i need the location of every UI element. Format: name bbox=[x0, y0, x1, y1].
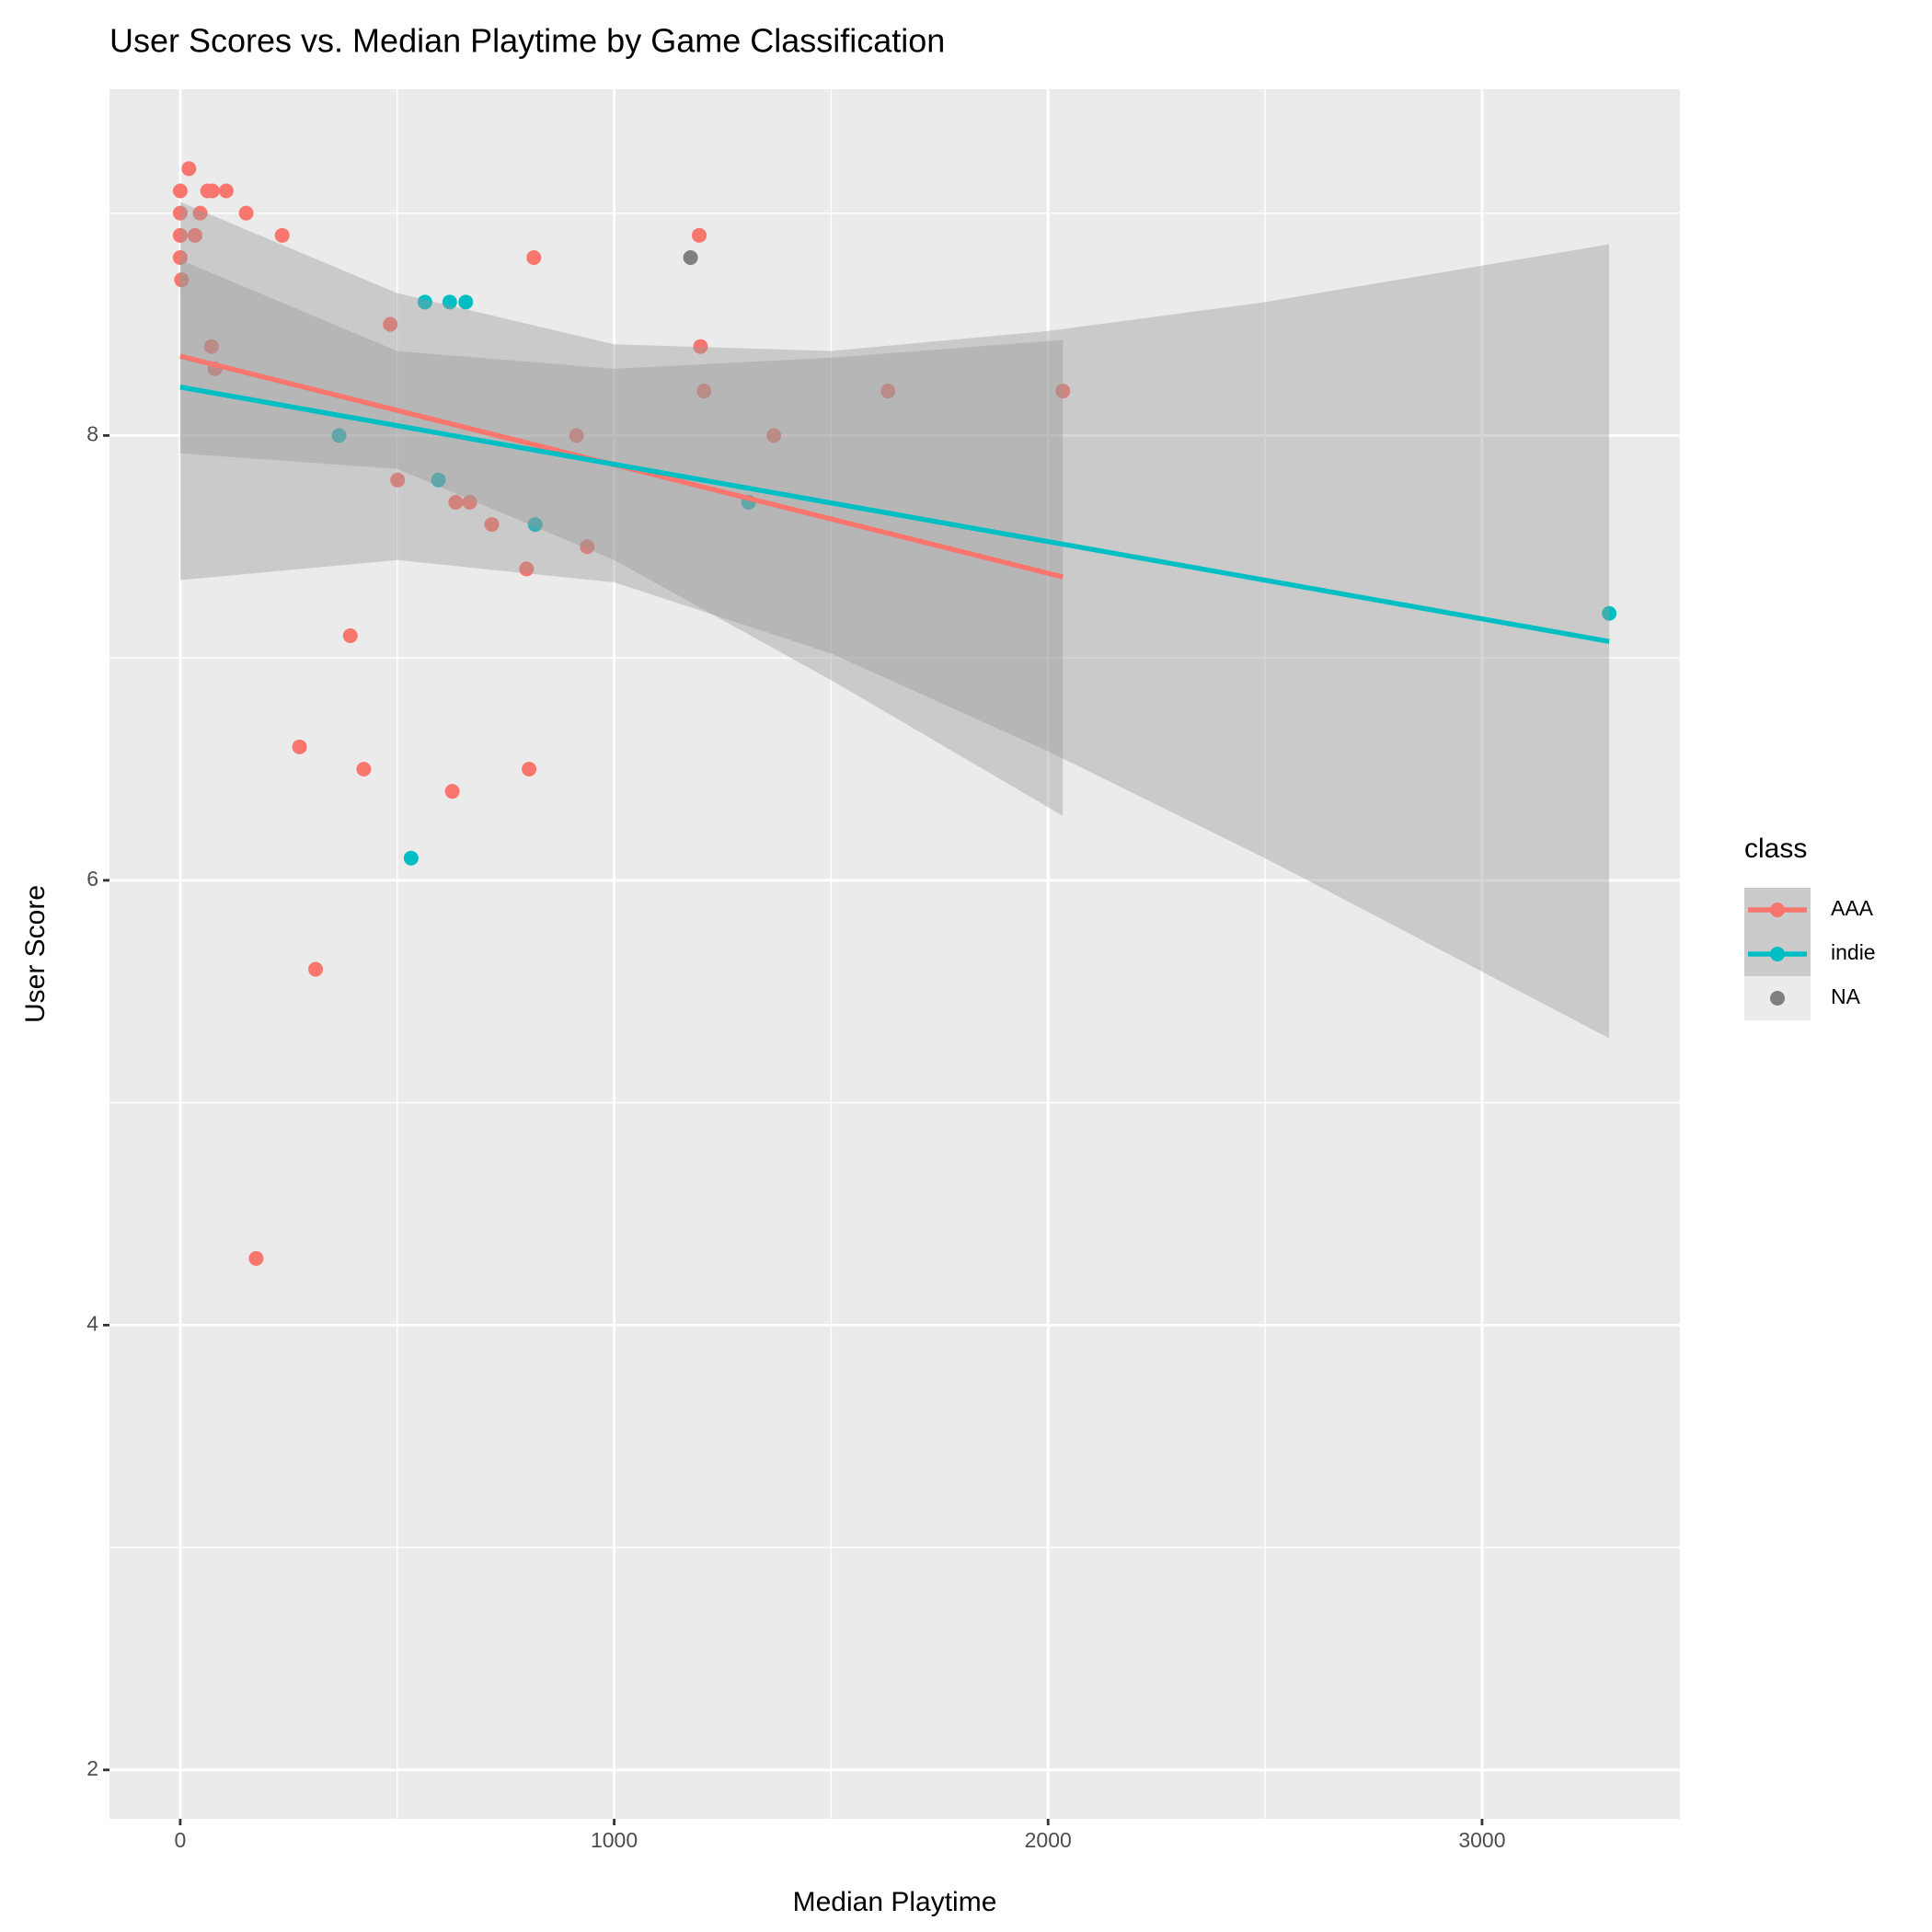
x-tick-label: 0 bbox=[174, 1828, 186, 1852]
x-tick-label: 1000 bbox=[591, 1828, 638, 1852]
legend-point bbox=[1770, 947, 1785, 961]
point bbox=[248, 1250, 264, 1266]
point bbox=[403, 850, 419, 866]
point bbox=[444, 784, 460, 799]
point bbox=[172, 205, 188, 221]
point bbox=[204, 183, 220, 199]
point bbox=[683, 249, 698, 265]
point bbox=[766, 428, 782, 443]
point bbox=[692, 227, 707, 243]
point bbox=[462, 494, 477, 510]
point bbox=[522, 761, 537, 776]
legend-label: indie bbox=[1831, 940, 1876, 964]
point bbox=[292, 739, 307, 754]
legend-point bbox=[1770, 903, 1785, 917]
point bbox=[696, 384, 712, 399]
point bbox=[383, 316, 398, 332]
chart-title: User Scores vs. Median Playtime by Game … bbox=[109, 22, 945, 60]
y-tick-label: 2 bbox=[86, 1756, 98, 1780]
point bbox=[218, 183, 234, 199]
legend-label: NA bbox=[1831, 984, 1861, 1008]
x-tick-label: 2000 bbox=[1025, 1828, 1072, 1852]
legend-title: class bbox=[1744, 834, 1807, 864]
y-axis-title: User Score bbox=[20, 885, 51, 1023]
point bbox=[187, 227, 202, 243]
point bbox=[390, 472, 406, 488]
point bbox=[172, 249, 188, 265]
point bbox=[484, 517, 500, 533]
point bbox=[526, 249, 542, 265]
point bbox=[527, 517, 543, 533]
y-tick-label: 6 bbox=[86, 867, 98, 891]
x-axis-title: Median Playtime bbox=[793, 1887, 997, 1917]
confidence-band bbox=[179, 259, 1064, 816]
point bbox=[880, 384, 896, 399]
point bbox=[693, 339, 708, 354]
panel bbox=[109, 89, 1680, 1819]
point bbox=[174, 272, 190, 288]
confidence-band bbox=[179, 201, 1610, 1039]
point bbox=[1055, 384, 1071, 399]
point bbox=[356, 761, 372, 776]
point bbox=[580, 539, 595, 555]
point bbox=[172, 227, 188, 243]
y-tick-label: 4 bbox=[86, 1311, 98, 1335]
point bbox=[342, 627, 358, 643]
point bbox=[1602, 605, 1617, 621]
point bbox=[331, 428, 347, 443]
point bbox=[172, 183, 188, 199]
x-tick-label: 3000 bbox=[1458, 1828, 1505, 1852]
point bbox=[519, 561, 535, 577]
point bbox=[192, 205, 208, 221]
point bbox=[238, 205, 254, 221]
point bbox=[458, 294, 474, 310]
point bbox=[448, 494, 464, 510]
point bbox=[308, 961, 324, 977]
point bbox=[442, 294, 457, 310]
point bbox=[274, 227, 290, 243]
y-tick-label: 8 bbox=[86, 421, 98, 445]
point bbox=[569, 428, 584, 443]
legend-point bbox=[1770, 991, 1785, 1006]
point bbox=[203, 339, 219, 354]
point bbox=[417, 294, 432, 310]
fit-line bbox=[179, 385, 1610, 644]
point bbox=[431, 472, 446, 488]
point bbox=[181, 161, 197, 177]
legend-label: AAA bbox=[1831, 896, 1874, 920]
